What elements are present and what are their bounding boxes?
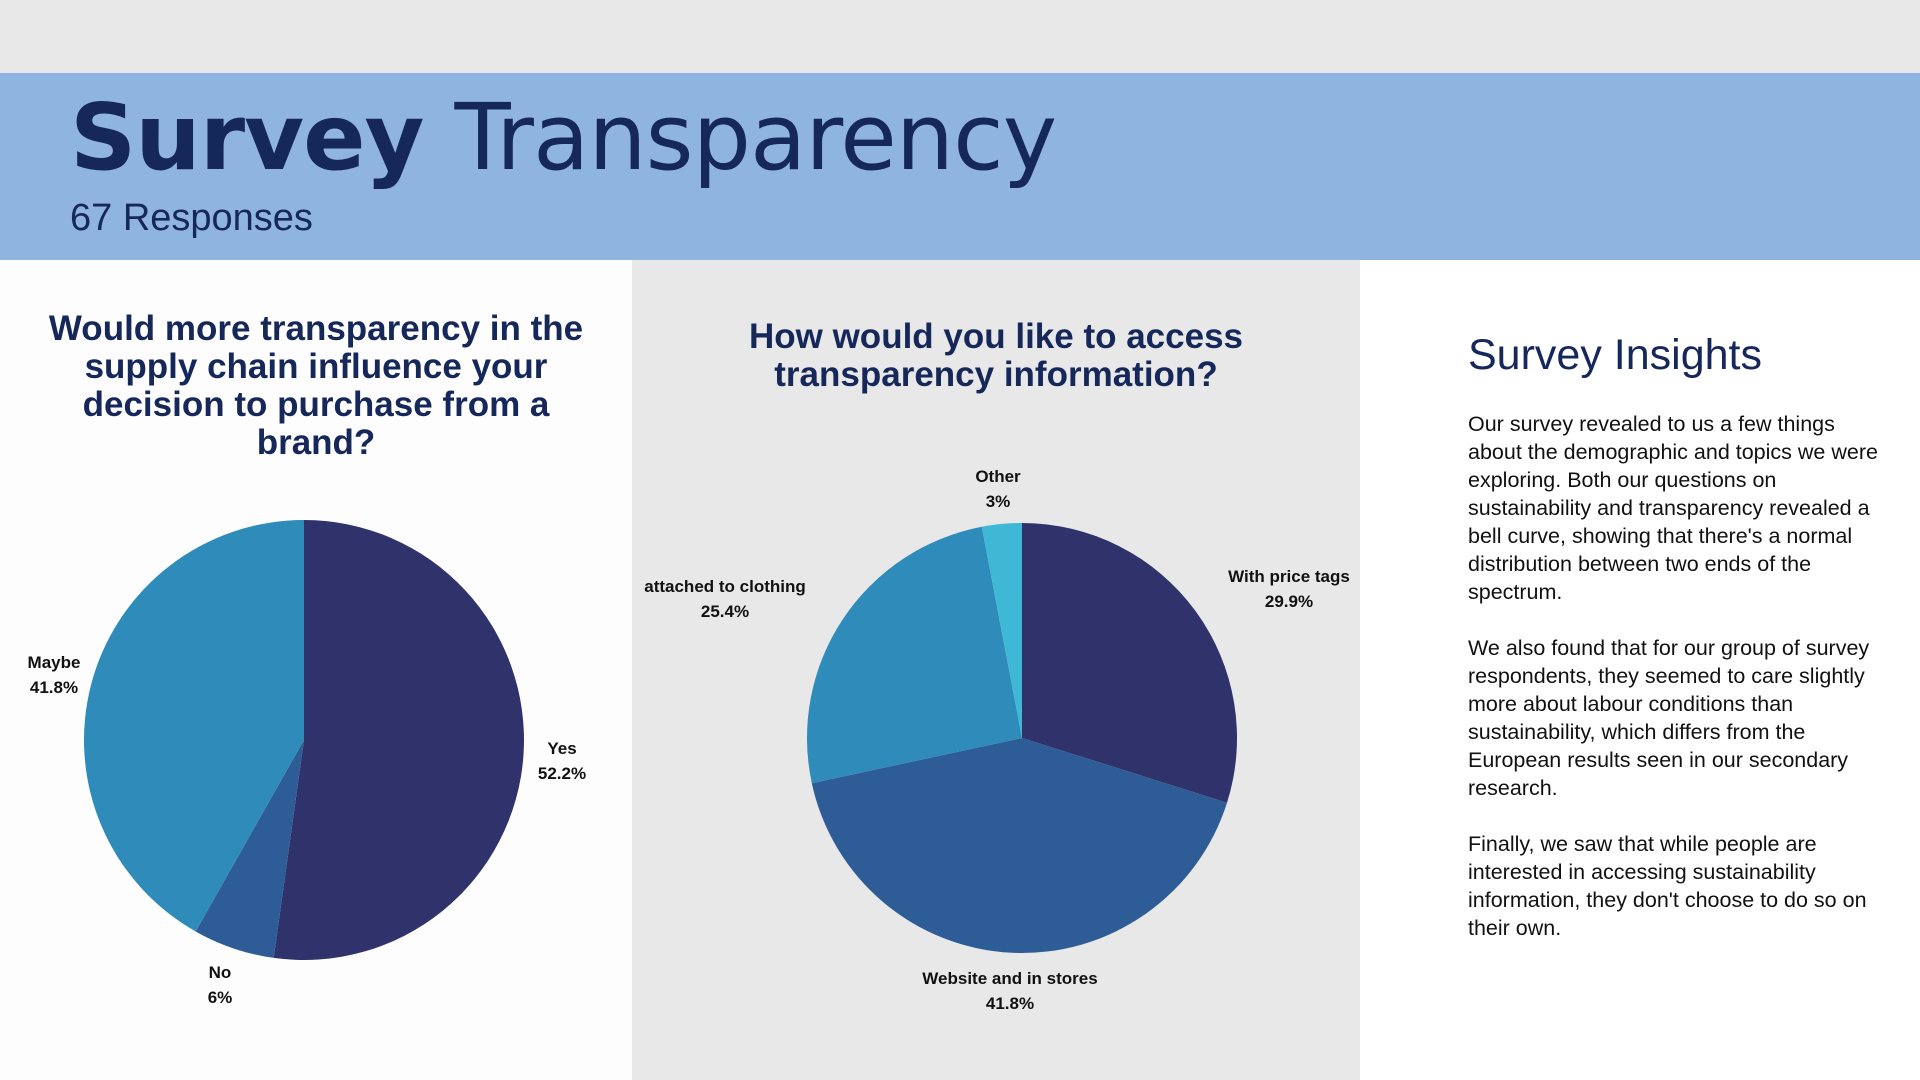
pie-slice-other <box>981 523 1022 738</box>
header-band <box>0 73 1920 260</box>
pie-slice-yes <box>273 520 525 960</box>
slice-label-yes: Yes <box>547 739 576 758</box>
insights-paragraph: We also found that for our group of surv… <box>1468 636 1870 800</box>
pie-slice-website-and-in-stores <box>811 738 1228 953</box>
page-title: Survey Transparency <box>70 88 1057 188</box>
pie-slice-attached-to-clothing <box>807 526 1022 784</box>
pie-slice-with-price-tags <box>1022 523 1237 803</box>
pie-slice-maybe <box>83 520 304 932</box>
chart-title-purchase-influence: Would more transparency in the supply ch… <box>48 309 584 462</box>
slice-value-yes: 52.2% <box>538 764 586 783</box>
slice-value-attached-to-clothing: 25.4% <box>701 602 749 621</box>
insights-title: Survey Insights <box>1468 331 1762 379</box>
slice-value-with-price-tags: 29.9% <box>1265 592 1313 611</box>
slice-label-website-and-in-stores: Website and in stores <box>922 969 1097 988</box>
title-bold: Survey <box>70 84 424 191</box>
slice-label-with-price-tags: With price tags <box>1228 567 1350 586</box>
insights-paragraph: Finally, we saw that while people are in… <box>1468 832 1867 940</box>
response-count: 67 Responses <box>70 197 313 239</box>
chart-panel-access-method: How would you like to access transparenc… <box>632 260 1360 1080</box>
title-light: Transparency <box>454 84 1058 191</box>
pie-chart-purchase-influence: Yes 52.2% No 6% Maybe 41.8% <box>28 520 586 1007</box>
pie-chart-access-method: With price tags 29.9% Website and in store… <box>644 467 1350 1013</box>
slice-label-attached-to-clothing: attached to clothing <box>644 577 806 596</box>
slice-value-no: 6% <box>208 988 233 1007</box>
pie-slice-no <box>195 740 304 958</box>
insights-body: Our survey revealed to us a few things a… <box>1468 410 1878 970</box>
slice-value-website-and-in-stores: 41.8% <box>986 994 1034 1013</box>
chart-title-access-method: How would you like to access transparenc… <box>748 317 1244 394</box>
insights-paragraph: Our survey revealed to us a few things a… <box>1468 412 1878 604</box>
top-strip <box>0 0 1920 73</box>
slice-label-maybe: Maybe <box>28 653 81 672</box>
chart-panel-purchase-influence: Would more transparency in the supply ch… <box>0 260 632 1080</box>
slice-label-no: No <box>209 963 232 982</box>
slice-label-other: Other <box>975 467 1021 486</box>
slice-value-maybe: 41.8% <box>30 678 78 697</box>
slice-value-other: 3% <box>986 492 1011 511</box>
insights-panel: Survey Insights Our survey revealed to u… <box>1360 260 1920 1080</box>
